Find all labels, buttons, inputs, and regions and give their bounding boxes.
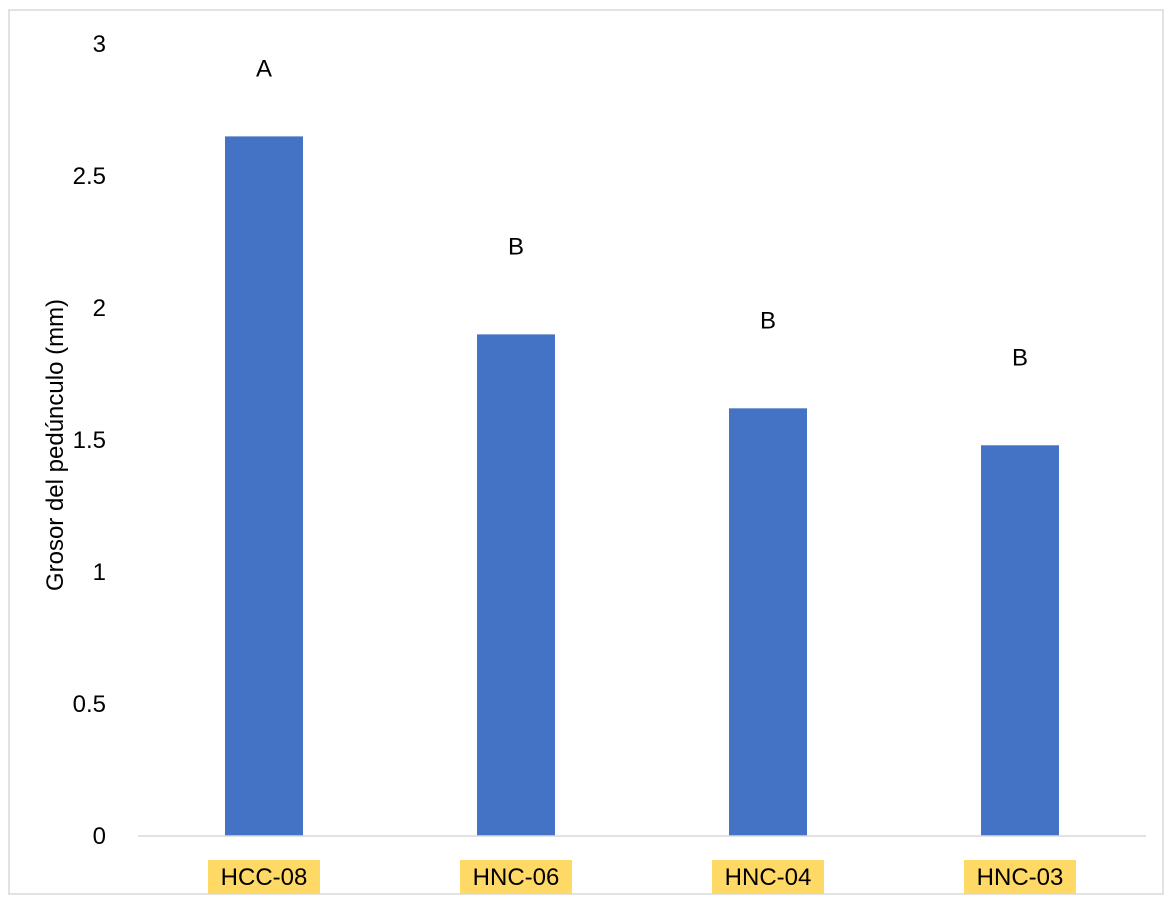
significance-labels: A B B B [256, 55, 1028, 371]
chart-border [8, 9, 1164, 895]
y-axis-title: Grosor del pedúnculo (mm) [42, 299, 69, 591]
bar [729, 408, 807, 836]
significance-letter: B [760, 307, 776, 334]
y-tick-label: 1.5 [73, 427, 106, 454]
y-tick-label: 3 [93, 31, 106, 58]
y-tick-label: 2.5 [73, 163, 106, 190]
x-category-label: HCC-08 [221, 864, 308, 891]
y-tick-label: 0.5 [73, 691, 106, 718]
significance-letter: B [508, 233, 524, 260]
significance-letter: B [1012, 344, 1028, 371]
significance-letter: A [256, 55, 272, 82]
category-highlight [712, 860, 824, 894]
x-category-label: HNC-03 [977, 864, 1064, 891]
bars-group [225, 136, 1059, 836]
x-category-label: HNC-04 [725, 864, 812, 891]
bar [225, 136, 303, 836]
category-labels: HCC-08 HNC-06 HNC-04 HNC-03 [208, 860, 1076, 894]
category-highlight [460, 860, 572, 894]
category-highlight [964, 860, 1076, 894]
bar [477, 334, 555, 836]
y-axis-ticks: 0 0.5 1 1.5 2 2.5 3 [73, 31, 106, 850]
y-tick-label: 0 [93, 823, 106, 850]
x-category-label: HNC-06 [473, 864, 560, 891]
bar [981, 445, 1059, 836]
y-tick-label: 2 [93, 295, 106, 322]
y-tick-label: 1 [93, 559, 106, 586]
category-highlight [208, 860, 320, 894]
